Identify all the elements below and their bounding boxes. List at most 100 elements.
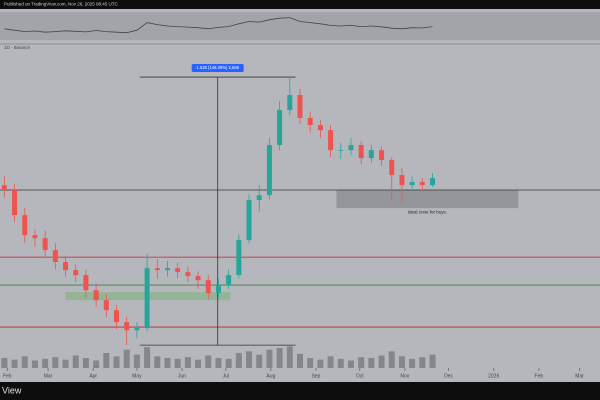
volume-bar <box>286 346 293 368</box>
x-tick-label: Apr <box>89 373 97 379</box>
footer-bar <box>0 382 600 400</box>
candle-body <box>328 130 334 151</box>
x-tick-label: Jul <box>223 373 229 379</box>
volume-bar <box>358 357 365 368</box>
volume-bar <box>113 356 120 368</box>
volume-bar <box>317 359 324 368</box>
candle-body <box>1 185 7 191</box>
candle-body <box>297 94 303 118</box>
volume-bar <box>215 358 222 368</box>
x-tick-label: Jun <box>178 373 186 379</box>
volume-bar <box>93 360 100 368</box>
volume-bar <box>21 356 28 368</box>
volume-bar <box>103 353 110 368</box>
x-tick-label: Feb <box>535 373 544 379</box>
volume-bar <box>11 359 18 368</box>
volume-bar <box>297 353 303 368</box>
volume-bar <box>337 358 344 368</box>
zone-label: Ideal zone for buys. <box>408 209 447 214</box>
candle-body <box>430 178 436 186</box>
volume-bar <box>378 355 385 368</box>
volume-bar <box>429 354 436 368</box>
volume-bar <box>398 356 405 368</box>
measure-label: 1.526 (146.29%) 2,566 <box>196 65 239 70</box>
candle-body <box>205 280 211 294</box>
volume-bar <box>31 360 38 368</box>
candle-body <box>103 300 109 311</box>
candle-body <box>185 272 191 277</box>
volume-bar <box>225 358 232 368</box>
volume-bar <box>184 357 191 368</box>
volume-bar <box>307 358 314 368</box>
candle-body <box>277 110 283 146</box>
x-tick-label: Aug <box>266 373 275 379</box>
volume-bar <box>368 358 375 368</box>
volume-bar <box>82 358 89 368</box>
candle-body <box>266 145 272 196</box>
candle-body <box>307 117 313 126</box>
oscillator-band <box>0 12 600 40</box>
candle-body <box>195 276 201 281</box>
x-tick-label: Feb <box>3 373 12 379</box>
volume-bar <box>256 354 263 368</box>
candle-body <box>236 240 242 276</box>
candle-body <box>164 268 170 271</box>
zone <box>336 190 519 209</box>
x-tick-label: Mar <box>44 373 53 379</box>
volume-bar <box>164 358 171 368</box>
volume-bar <box>154 356 161 368</box>
volume-bar <box>409 358 416 368</box>
candle-body <box>399 175 405 186</box>
candle-body <box>338 150 344 151</box>
candle-body <box>52 250 58 263</box>
candle-body <box>348 145 354 151</box>
volume-bar <box>62 359 69 368</box>
candle-body <box>419 182 425 186</box>
volume-bar <box>123 349 130 368</box>
x-tick-label: Sep <box>312 373 321 379</box>
volume-bar <box>347 360 354 368</box>
candle-body <box>226 275 232 286</box>
candle-body <box>379 150 385 160</box>
x-tick-label: 2026 <box>488 373 499 379</box>
volume-bar <box>42 358 49 368</box>
footer-brand: View <box>2 385 22 395</box>
oscillator-line <box>4 17 433 34</box>
volume-bar <box>246 351 253 368</box>
top-bar <box>0 0 600 9</box>
volume-bar <box>327 356 334 368</box>
candle-body <box>93 290 99 301</box>
candle-body <box>32 235 38 239</box>
candle-body <box>409 182 415 186</box>
volume-bar <box>276 348 283 368</box>
x-tick-label: May <box>132 373 142 379</box>
candle-body <box>175 268 181 273</box>
volume-bar <box>388 351 395 368</box>
candle-body <box>368 150 374 159</box>
measure-label-bg <box>191 64 244 73</box>
volume-bar <box>419 357 426 368</box>
candle-body <box>124 322 130 331</box>
candle-body <box>358 145 364 159</box>
candle-body <box>63 262 69 271</box>
candle-body <box>134 328 140 331</box>
volume-bar <box>266 349 273 368</box>
x-tick-label: Oct <box>356 373 364 379</box>
volume-bar <box>144 347 151 368</box>
volume-bar <box>52 357 59 368</box>
volume-bar <box>133 354 140 368</box>
candle-body <box>287 94 293 111</box>
candle-body <box>215 285 221 294</box>
x-tick-label: Dec <box>444 373 453 379</box>
candle-body <box>154 268 160 271</box>
candle-body <box>83 275 89 291</box>
candle-body <box>256 195 262 201</box>
candle-body <box>114 310 120 323</box>
volume-bar <box>195 359 202 368</box>
candle-body <box>389 159 395 176</box>
volume-bar <box>205 355 212 368</box>
publish-info: Published on TradingView.com, Nov 26, 20… <box>4 2 118 7</box>
candle-body <box>246 200 252 241</box>
